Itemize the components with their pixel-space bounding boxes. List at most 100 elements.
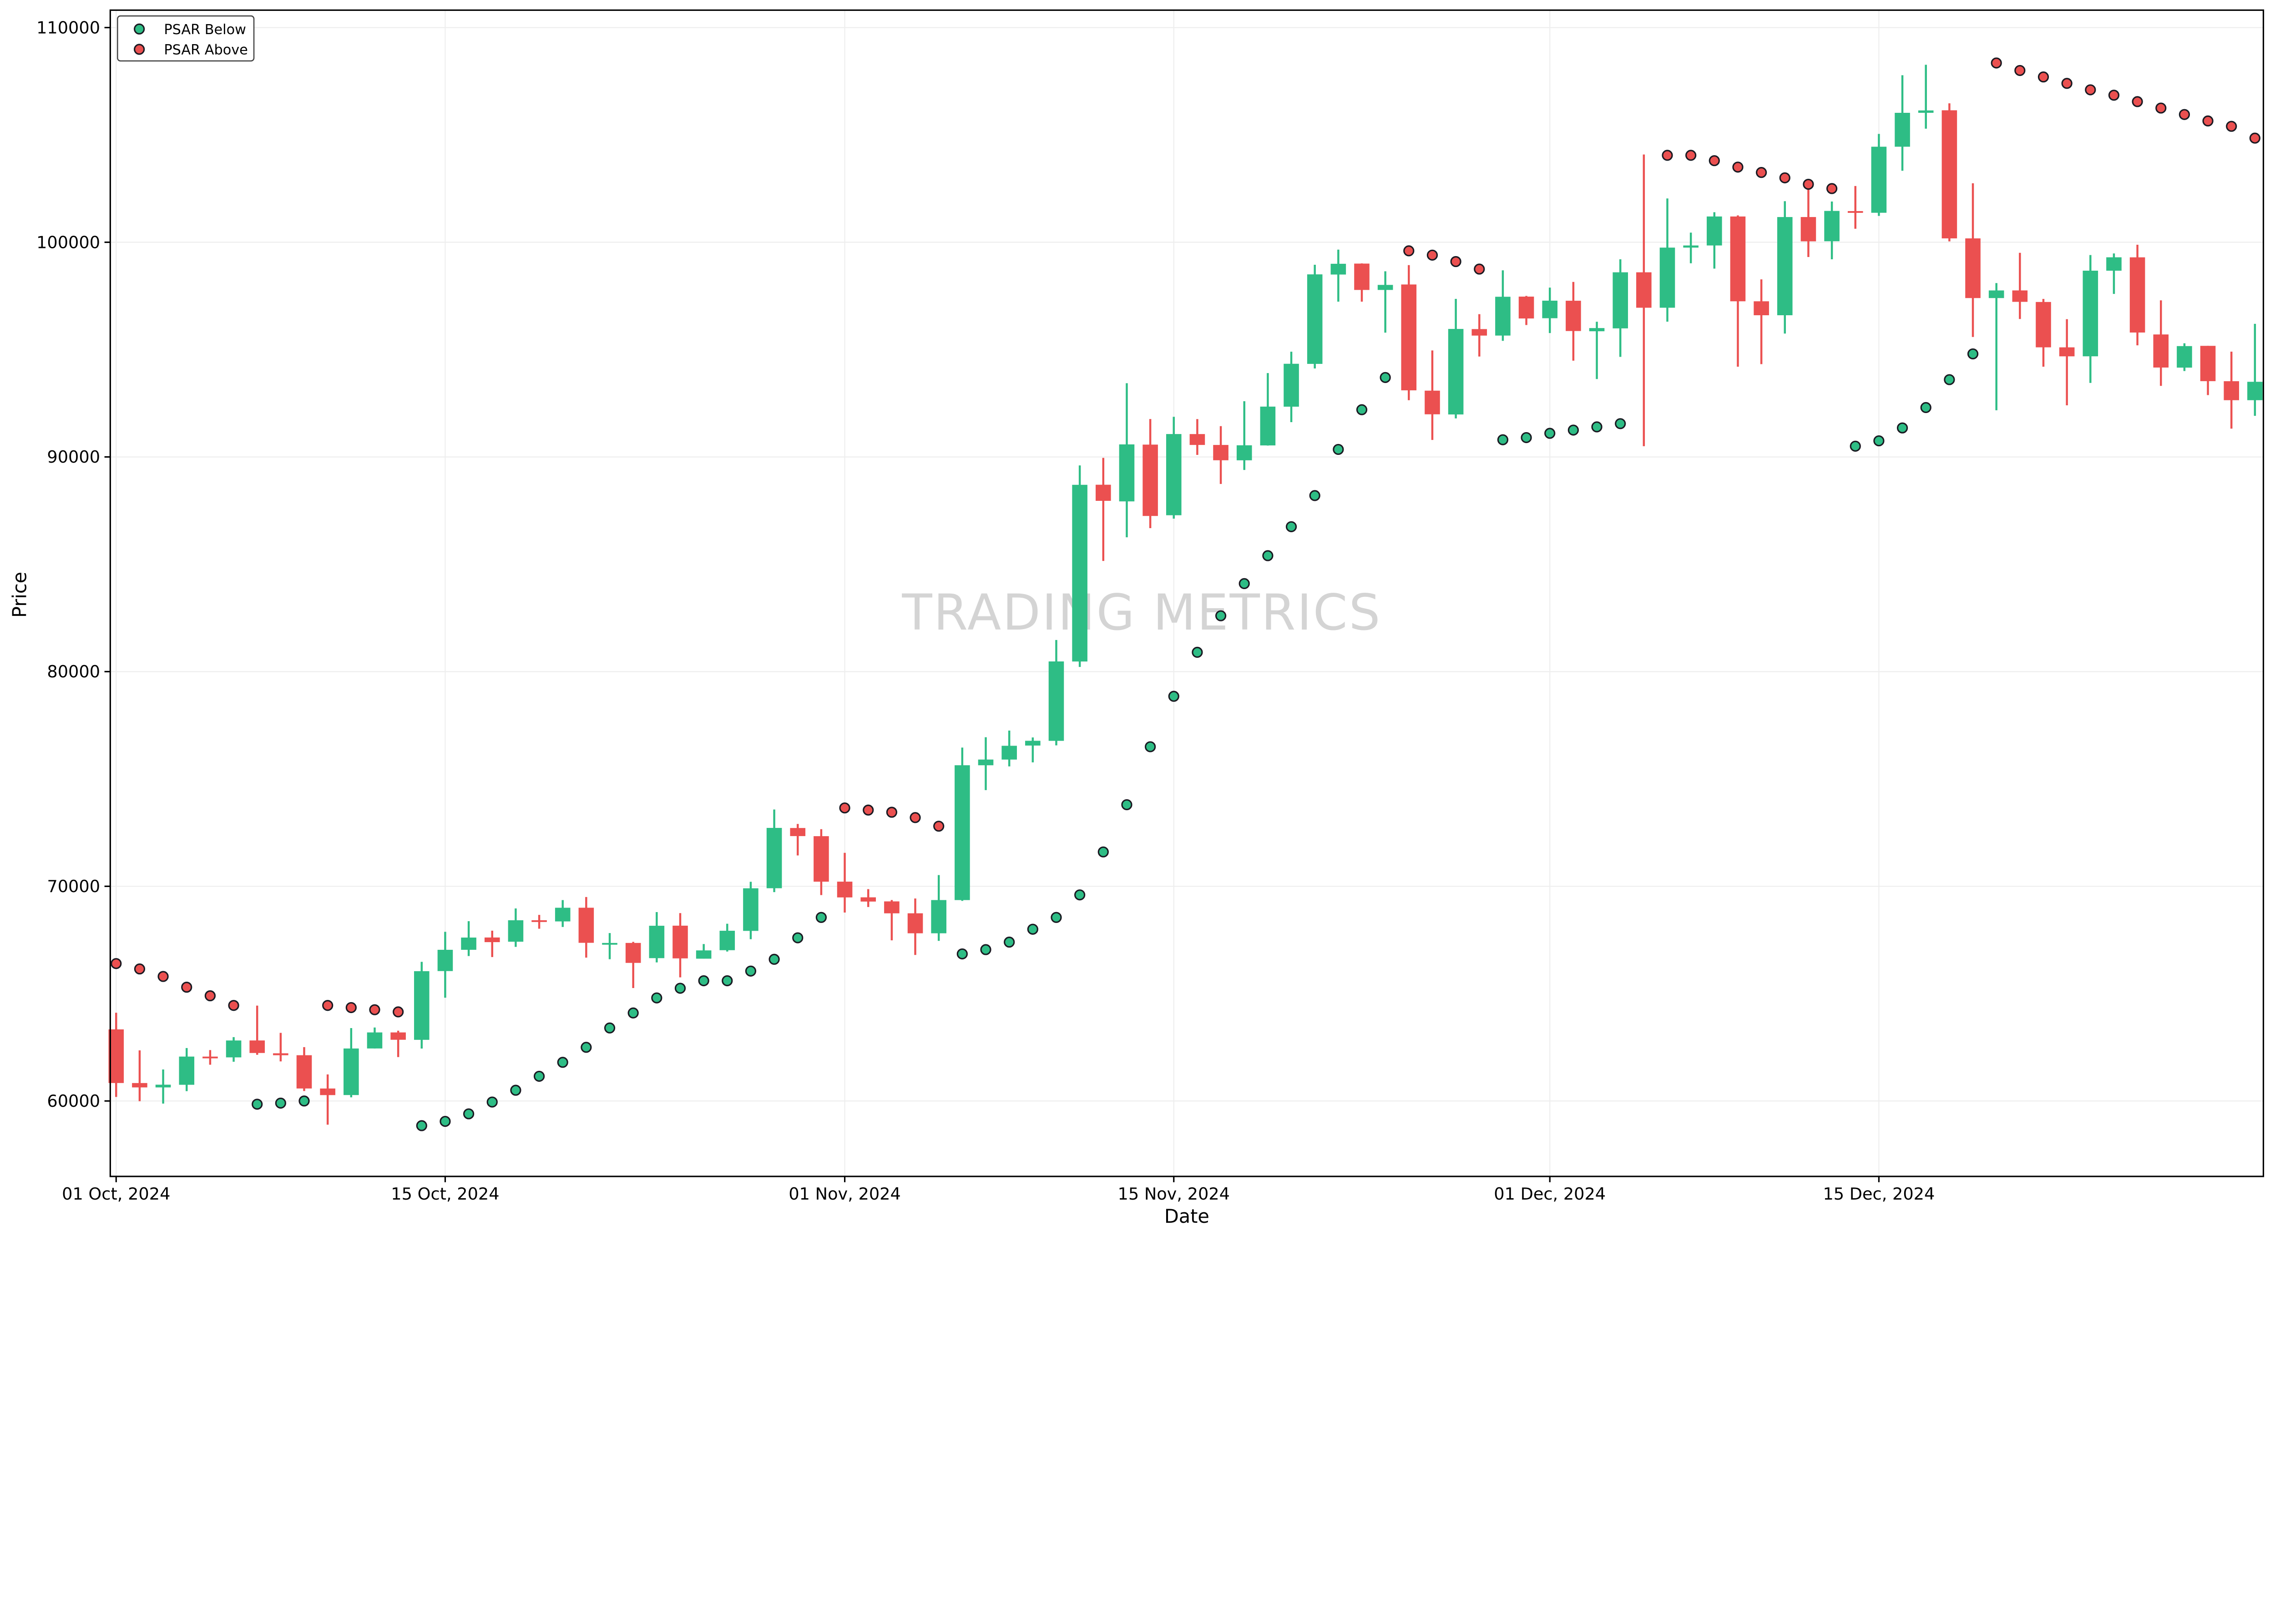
- y-axis: 60000 70000 80000 90000 100000 110000: [36, 18, 111, 1111]
- legend-box: [117, 15, 255, 62]
- candle-body: [1448, 329, 1464, 415]
- candle-body: [1800, 217, 1816, 242]
- candle-body: [1048, 661, 1064, 741]
- candle-body: [2106, 257, 2122, 271]
- psar-above-point: [1756, 167, 1767, 178]
- candle-body: [1025, 741, 1041, 746]
- plot-frame: [109, 9, 2265, 1177]
- candle-body: [1589, 328, 1605, 332]
- candle: [1542, 287, 1558, 333]
- candle: [414, 962, 430, 1049]
- psar-below-point: [745, 965, 757, 977]
- candle-body: [1847, 211, 1863, 213]
- psar-below-point: [298, 1095, 310, 1107]
- candle-body: [1284, 363, 1299, 407]
- candle: [1119, 383, 1135, 538]
- candle: [837, 852, 853, 913]
- psar-below-point: [980, 944, 991, 955]
- candle: [273, 1033, 288, 1062]
- psar-below-point: [1850, 440, 1861, 452]
- psar-below-point: [1497, 434, 1509, 445]
- candle-body: [1636, 272, 1652, 308]
- candle: [1143, 419, 1158, 529]
- candle-body: [1330, 263, 1346, 275]
- candle-body: [1659, 247, 1675, 308]
- candle: [1330, 249, 1346, 302]
- candle: [2247, 323, 2263, 416]
- candle: [1800, 187, 1816, 257]
- candle: [1613, 259, 1628, 357]
- psar-above-point: [1426, 249, 1438, 261]
- candle: [907, 898, 923, 955]
- candle: [2153, 300, 2169, 386]
- candle-body: [2036, 302, 2051, 348]
- candle-body: [625, 943, 641, 963]
- psar-below-point: [416, 1120, 427, 1131]
- candle-body: [1518, 297, 1534, 319]
- candle-body: [1260, 406, 1276, 446]
- candle-body: [1354, 263, 1370, 290]
- psar-below-point: [815, 912, 827, 923]
- candle-body: [814, 836, 829, 882]
- candle-body: [1166, 434, 1182, 515]
- psar-markers: [111, 57, 2261, 1131]
- candle-body: [1871, 146, 1887, 213]
- watermark-logo: TRADING METRICS: [901, 584, 1381, 641]
- candle-body: [1941, 110, 1957, 239]
- psar-above-point: [2202, 115, 2214, 127]
- psar-below-point: [627, 1007, 639, 1019]
- candle: [249, 1005, 265, 1055]
- candle-body: [1824, 211, 1840, 242]
- psar-above-point: [2108, 90, 2120, 101]
- candle: [1166, 417, 1182, 519]
- candle-body: [743, 888, 758, 931]
- candle-body: [1236, 445, 1252, 460]
- psar-below-point: [1097, 846, 1109, 857]
- psar-above-point: [1803, 178, 1814, 190]
- candle: [508, 908, 524, 947]
- candle: [1377, 271, 1393, 333]
- candle-body: [860, 897, 876, 902]
- candle-body: [108, 1029, 124, 1083]
- candle-body: [1988, 290, 2004, 298]
- candle: [1448, 299, 1464, 419]
- candle-body: [390, 1032, 406, 1040]
- psar-below-point: [1521, 432, 1532, 444]
- psar-below-point: [1615, 418, 1626, 429]
- candle-body: [907, 913, 923, 933]
- psar-below-point: [768, 953, 780, 965]
- psar-below-point: [1380, 372, 1391, 383]
- psar-below-point: [275, 1097, 286, 1109]
- candle: [672, 913, 688, 978]
- psar-below-point: [1873, 435, 1885, 447]
- candle: [226, 1037, 242, 1062]
- candle-body: [1542, 300, 1558, 318]
- candle: [1025, 737, 1041, 762]
- candle-body: [202, 1056, 218, 1059]
- candle: [1659, 198, 1675, 322]
- x-tick-label: 01 Nov, 2024: [789, 1184, 900, 1204]
- candle: [484, 930, 500, 957]
- candle-body: [1307, 274, 1323, 364]
- candle-body: [1143, 444, 1158, 516]
- psar-above-point: [2226, 121, 2237, 132]
- candle: [931, 875, 946, 941]
- candle-body: [1001, 746, 1017, 760]
- candle-body: [1918, 110, 1934, 113]
- candle: [437, 932, 453, 998]
- candle-body: [2247, 382, 2263, 400]
- candle: [1048, 640, 1064, 746]
- psar-below-point: [956, 948, 968, 960]
- x-tick-label: 15 Oct, 2024: [391, 1184, 499, 1204]
- candle: [2129, 245, 2145, 346]
- candle: [1824, 202, 1840, 259]
- candle-body: [367, 1032, 383, 1049]
- candle-body: [1754, 301, 1769, 315]
- psar-above-point: [345, 1002, 357, 1014]
- candle: [884, 900, 900, 941]
- candle: [766, 809, 782, 893]
- candle: [1236, 401, 1252, 470]
- candle: [2012, 252, 2028, 319]
- x-tick-label: 01 Dec, 2024: [1494, 1184, 1606, 1204]
- psar-below-point: [510, 1084, 521, 1096]
